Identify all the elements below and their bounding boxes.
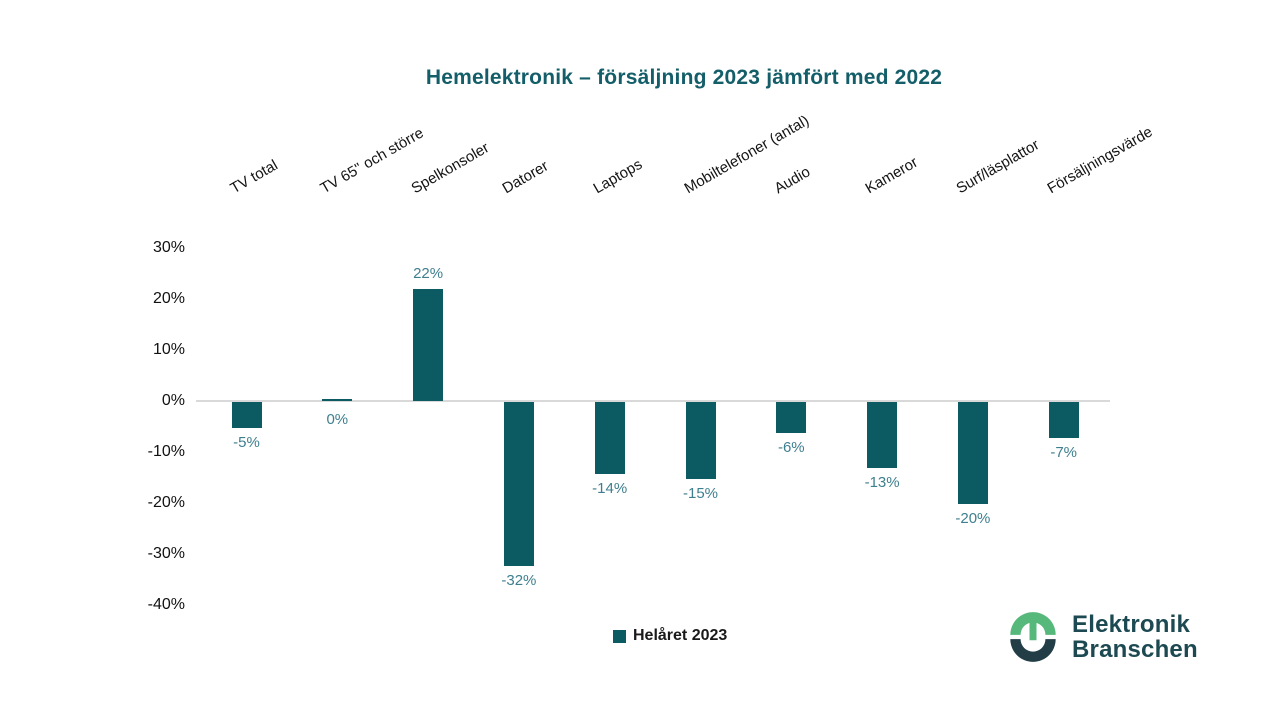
category-label: Laptops (590, 155, 645, 198)
bar-laptops (594, 402, 625, 474)
bar-value-label: -13% (864, 474, 900, 492)
category-label: Datorer (499, 157, 552, 198)
bar-tv-65-och-st-rre (322, 398, 353, 401)
logo-text-line2: Branschen (1072, 636, 1198, 663)
bar-audio (776, 402, 807, 433)
bar-value-label: 0% (326, 410, 349, 428)
bar-value-label: -20% (955, 510, 991, 528)
chart-title: Hemelektronik – försäljning 2023 jämfört… (425, 66, 943, 89)
bar-value-label: -14% (592, 479, 628, 497)
bar-datorer (503, 402, 534, 566)
y-axis-tick-label: -30% (147, 545, 185, 563)
y-axis-tick-label: 0% (161, 392, 185, 409)
bar-spelkonsoler (413, 288, 444, 401)
bar-f-rs-ljningsv-rde (1048, 402, 1079, 438)
bar-mobiltelefoner-antal- (685, 402, 716, 479)
zero-axis-line (196, 400, 1110, 402)
legend-swatch-icon (613, 629, 626, 643)
bar-tv-total (231, 402, 262, 428)
y-axis-tick-label: -40% (147, 596, 185, 614)
bar-surf-l-splattor (957, 402, 988, 505)
y-axis-tick-label: 30% (152, 238, 185, 256)
bar-value-label: -6% (777, 438, 805, 456)
category-label: Audio (771, 163, 814, 198)
logo-text: Elektronik Branschen (1072, 610, 1198, 663)
bar-kameror (867, 402, 898, 469)
bar-value-label: 22% (413, 264, 444, 282)
logo-text-line1: Elektronik (1072, 610, 1191, 638)
category-label: TV total (227, 156, 281, 198)
y-axis-tick-label: 10% (152, 340, 185, 358)
category-label: Spelkonsoler (408, 139, 493, 198)
brand-logo: Elektronik Branschen (1006, 610, 1198, 664)
category-label: Kameror (862, 153, 921, 198)
y-axis-tick-label: 20% (152, 289, 185, 307)
category-label: Surf/läsplattor (953, 136, 1043, 198)
elektronikbranschen-logo-icon (1010, 612, 1056, 662)
bar-value-label: -15% (682, 484, 719, 502)
category-label: Försäljningsvärde (1044, 123, 1156, 198)
y-axis-tick-label: -20% (147, 494, 185, 512)
bar-value-label: -32% (501, 571, 537, 589)
bar-value-label: -5% (233, 433, 260, 451)
legend: Helåret 2023 (613, 627, 727, 645)
y-axis-tick-label: -10% (147, 443, 185, 461)
bar-value-label: -7% (1050, 443, 1078, 461)
legend-label: Helåret 2023 (633, 627, 728, 644)
